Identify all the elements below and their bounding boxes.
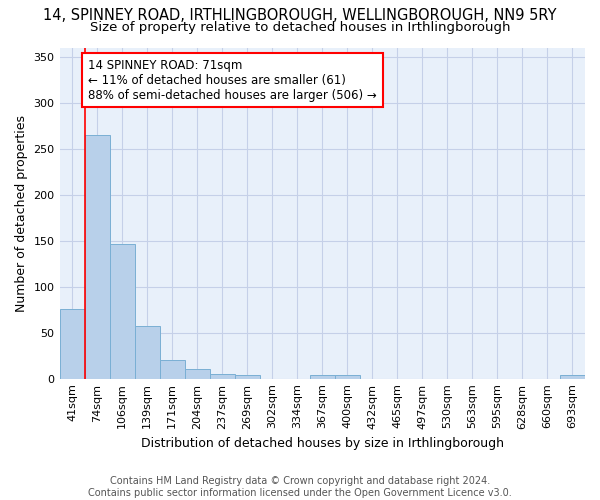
Bar (85, 135, 110, 378)
X-axis label: Distribution of detached houses by size in Irthlingborough: Distribution of detached houses by size … (141, 437, 504, 450)
Bar (185, 368, 209, 378)
Bar (59, 309, 85, 378)
Bar (310, 375, 335, 378)
Y-axis label: Number of detached properties: Number of detached properties (15, 114, 28, 312)
Bar (160, 360, 185, 378)
Bar (134, 326, 160, 378)
Text: Size of property relative to detached houses in Irthlingborough: Size of property relative to detached ho… (90, 21, 510, 34)
Text: 14, SPINNEY ROAD, IRTHLINGBOROUGH, WELLINGBOROUGH, NN9 5RY: 14, SPINNEY ROAD, IRTHLINGBOROUGH, WELLI… (43, 8, 557, 22)
Bar (110, 244, 134, 378)
Text: Contains HM Land Registry data © Crown copyright and database right 2024.
Contai: Contains HM Land Registry data © Crown c… (88, 476, 512, 498)
Bar (235, 375, 260, 378)
Bar (560, 375, 585, 378)
Text: 14 SPINNEY ROAD: 71sqm
← 11% of detached houses are smaller (61)
88% of semi-det: 14 SPINNEY ROAD: 71sqm ← 11% of detached… (88, 58, 377, 102)
Bar (209, 374, 235, 378)
Bar (335, 375, 360, 378)
